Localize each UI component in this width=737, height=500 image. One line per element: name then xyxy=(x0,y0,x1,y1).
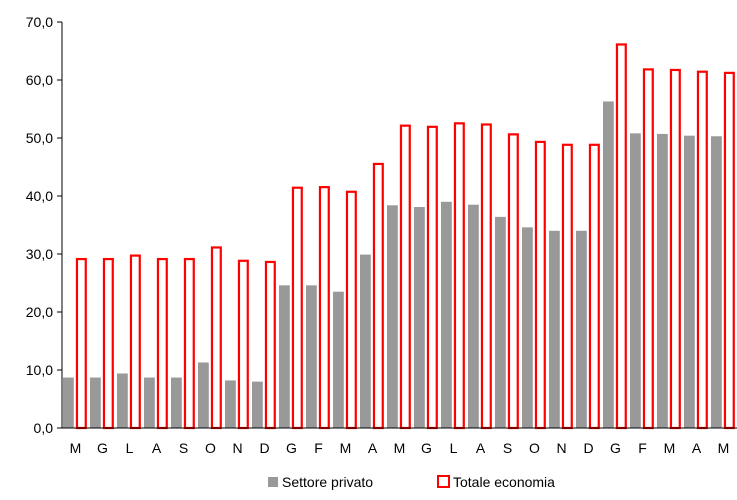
bar-settore-privato xyxy=(495,216,506,428)
x-tick-label: M xyxy=(664,440,676,456)
bar-settore-privato xyxy=(117,373,128,428)
bar-settore-privato xyxy=(549,230,560,428)
x-tick-label: A xyxy=(152,440,162,456)
x-tick-label: M xyxy=(70,440,82,456)
bar-totale-economia xyxy=(561,143,573,430)
x-tick-label: N xyxy=(556,440,566,456)
bar-settore-privato xyxy=(171,377,182,428)
bar-settore-privato xyxy=(630,133,641,429)
bar-totale-economia xyxy=(264,260,276,430)
x-tick-label: M xyxy=(340,440,352,456)
bar-totale-economia xyxy=(237,259,249,430)
bar-settore-privato xyxy=(90,377,101,428)
bar-totale-economia xyxy=(156,257,168,430)
bar-totale-economia xyxy=(615,43,627,430)
bar-settore-privato xyxy=(657,133,668,428)
y-tick-label: 10,0 xyxy=(26,362,53,378)
bar-settore-privato xyxy=(684,135,695,428)
legend-label-settore-privato: Settore privato xyxy=(282,474,373,490)
x-tick-label: F xyxy=(314,440,323,456)
x-tick-label: A xyxy=(476,440,486,456)
bar-totale-economia xyxy=(345,190,357,430)
bar-totale-economia xyxy=(372,162,384,430)
x-tick-label: G xyxy=(610,440,621,456)
x-tick-label: D xyxy=(583,440,593,456)
y-tick-label: 0,0 xyxy=(34,420,54,436)
bar-totale-economia xyxy=(723,71,735,430)
x-tick-label: G xyxy=(286,440,297,456)
y-tick-label: 40,0 xyxy=(26,188,53,204)
x-tick-label: S xyxy=(179,440,188,456)
bar-settore-privato xyxy=(63,377,74,428)
bar-totale-economia xyxy=(588,143,600,430)
x-tick-label: G xyxy=(97,440,108,456)
bar-settore-privato xyxy=(522,227,533,428)
x-tick-label: O xyxy=(529,440,540,456)
bar-totale-economia xyxy=(507,133,519,430)
bar-settore-privato xyxy=(360,254,371,428)
x-tick-label: L xyxy=(450,440,458,456)
x-tick-label: G xyxy=(421,440,432,456)
bar-settore-privato xyxy=(333,291,344,428)
bar-totale-economia xyxy=(642,68,654,430)
y-tick-label: 70,0 xyxy=(26,14,53,30)
legend-label-totale-economia: Totale economia xyxy=(453,474,555,490)
y-tick-label: 20,0 xyxy=(26,304,53,320)
y-axis: 0,0 10,0 20,0 30,0 40,0 50,0 60,0 70,0 xyxy=(26,14,63,436)
bar-totale-economia xyxy=(453,122,465,430)
bar-totale-economia xyxy=(318,186,330,430)
bar-settore-privato xyxy=(198,362,209,428)
bar-settore-privato xyxy=(441,201,452,428)
x-tick-label: L xyxy=(126,440,134,456)
x-tick-label: M xyxy=(394,440,406,456)
legend-swatch-totale-economia xyxy=(437,475,450,488)
bars xyxy=(63,43,735,430)
x-tick-label: F xyxy=(638,440,647,456)
y-tick-label: 50,0 xyxy=(26,130,53,146)
bar-totale-economia xyxy=(102,257,114,430)
bar-totale-economia xyxy=(129,254,141,430)
legend: Settore privato Totale economia xyxy=(268,474,555,490)
x-tick-label: D xyxy=(259,440,269,456)
x-tick-label: S xyxy=(503,440,512,456)
bar-settore-privato xyxy=(603,101,614,429)
bar-settore-privato xyxy=(225,380,236,428)
bar-settore-privato xyxy=(279,285,290,428)
y-tick-label: 60,0 xyxy=(26,72,53,88)
x-tick-label: O xyxy=(205,440,216,456)
bar-totale-economia xyxy=(210,246,222,430)
legend-swatch-settore-privato xyxy=(268,477,278,487)
bar-settore-privato xyxy=(711,136,722,428)
bar-totale-economia xyxy=(399,124,411,430)
bar-settore-privato xyxy=(414,207,425,428)
bar-totale-economia xyxy=(669,68,681,430)
bar-totale-economia xyxy=(75,257,87,430)
x-tick-label: N xyxy=(232,440,242,456)
bar-totale-economia xyxy=(696,70,708,430)
bar-settore-privato xyxy=(306,285,317,428)
bar-settore-privato xyxy=(144,377,155,428)
bar-settore-privato xyxy=(576,230,587,428)
x-tick-label: A xyxy=(692,440,702,456)
bar-totale-economia xyxy=(480,123,492,430)
bar-settore-privato xyxy=(468,204,479,428)
bar-settore-privato xyxy=(387,205,398,428)
x-tick-label: M xyxy=(718,440,730,456)
y-tick-label: 30,0 xyxy=(26,246,53,262)
bar-totale-economia xyxy=(291,186,303,430)
bar-settore-privato xyxy=(252,381,263,428)
bar-totale-economia xyxy=(534,140,546,430)
bar-totale-economia xyxy=(426,125,438,430)
x-tick-label: A xyxy=(368,440,378,456)
bar-totale-economia xyxy=(183,257,195,430)
